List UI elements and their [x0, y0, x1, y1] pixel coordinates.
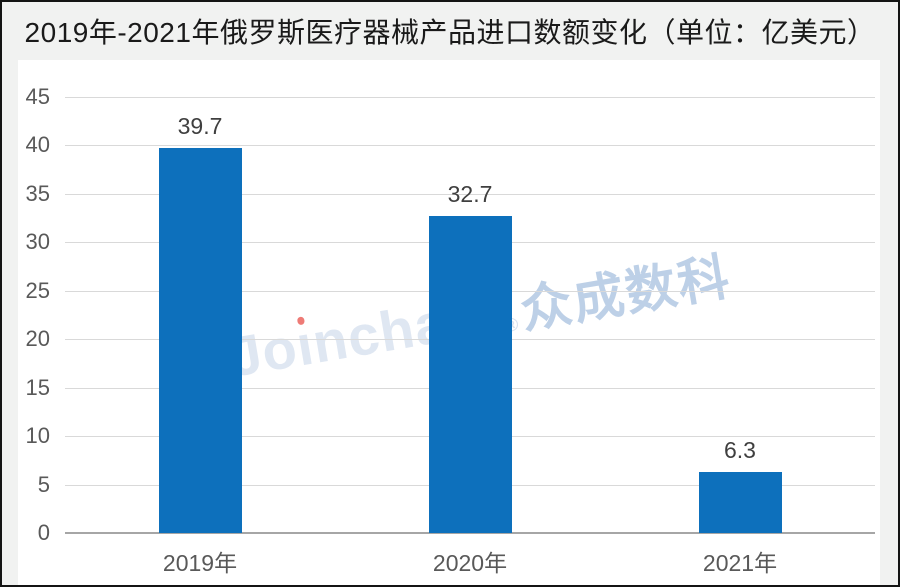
y-axis-tick-label: 10: [25, 423, 50, 449]
gridline: [65, 97, 875, 98]
bar-value-label: 32.7: [447, 181, 493, 208]
gridline: [65, 145, 875, 147]
y-axis-tick-label: 20: [25, 326, 50, 352]
y-axis-tick-label: 35: [25, 180, 50, 206]
bar-2021年: [698, 471, 782, 533]
y-axis-tick-label: 0: [37, 520, 50, 545]
y-axis-tick-label: 25: [25, 277, 50, 303]
y-axis-tick-label: 45: [25, 84, 50, 109]
bar-value-label: 6.3: [724, 436, 756, 463]
title-band: 2019年-2021年俄罗斯医疗器械产品进口数额变化（单位：亿美元）: [2, 2, 898, 60]
y-axis-tick-label: 15: [25, 374, 50, 400]
y-axis-tick-label: 30: [25, 229, 50, 255]
gridline: [65, 193, 875, 195]
bar-2020年: [428, 216, 512, 533]
x-axis-line: [65, 532, 875, 534]
x-axis-category-label: 2019年: [162, 550, 238, 576]
x-axis-category-label: 2021年: [702, 550, 778, 576]
y-axis-tick-label: 5: [37, 471, 50, 497]
x-axis-category-label: 2020年: [432, 550, 508, 576]
bar-2019年: [158, 148, 242, 533]
chart-title: 2019年-2021年俄罗斯医疗器械产品进口数额变化（单位：亿美元）: [24, 17, 876, 48]
y-axis-tick-label: 40: [25, 132, 50, 158]
bar-value-label: 39.7: [177, 113, 223, 140]
